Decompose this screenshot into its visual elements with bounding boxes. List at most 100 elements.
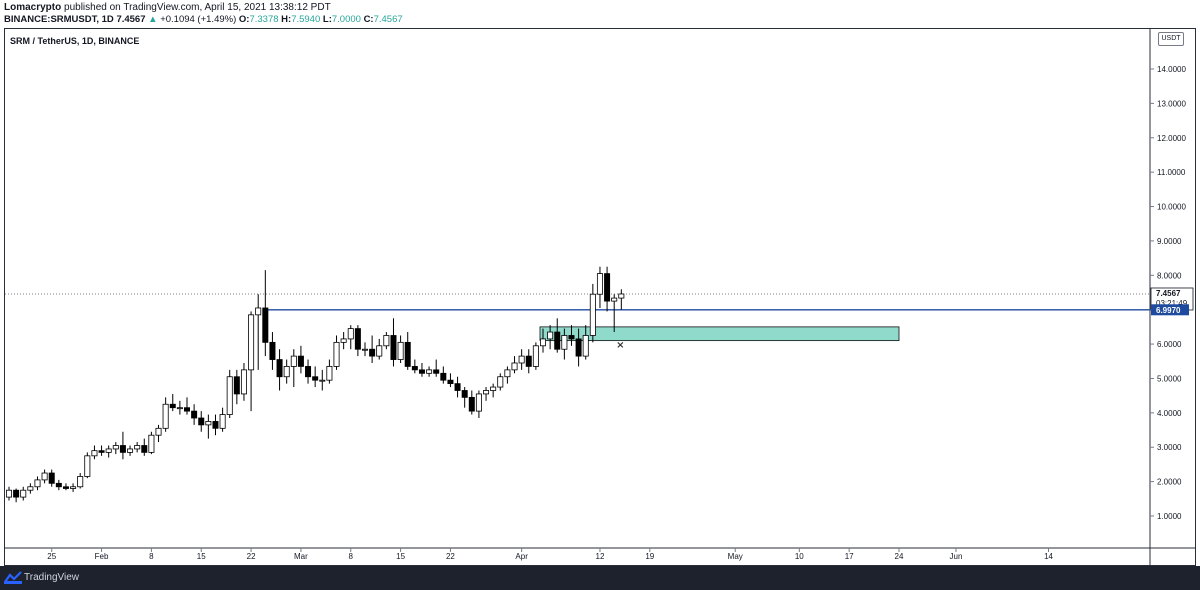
candle-body[interactable] (525, 355, 532, 367)
candle-body[interactable] (582, 335, 589, 357)
x-tick-label: 24 (895, 552, 904, 561)
candle-body[interactable] (561, 335, 568, 350)
candle-body[interactable] (361, 348, 368, 351)
candle-body[interactable] (418, 369, 425, 374)
candle-body[interactable] (468, 396, 475, 412)
tradingview-logo-icon[interactable] (4, 570, 22, 584)
candle-body[interactable] (198, 417, 205, 426)
candle-body[interactable] (255, 307, 262, 316)
candle-body[interactable] (62, 486, 69, 489)
candle-body[interactable] (34, 479, 41, 488)
demand-zone[interactable] (539, 326, 900, 342)
candle-body[interactable] (604, 273, 611, 302)
candle-body[interactable] (6, 489, 12, 498)
candle-body[interactable] (305, 366, 312, 378)
candle-body[interactable] (333, 341, 340, 367)
candle-body[interactable] (276, 359, 283, 378)
publisher-name[interactable]: Lomacrypto (4, 2, 62, 13)
candle-body[interactable] (141, 445, 148, 453)
candle-body[interactable] (134, 445, 141, 450)
candle-body[interactable] (233, 376, 240, 395)
candle-body[interactable] (411, 366, 418, 371)
currency-label[interactable]: USDT (1158, 32, 1184, 46)
candle-body[interactable] (226, 376, 233, 415)
candle-body[interactable] (376, 345, 383, 357)
candle-body[interactable] (98, 450, 105, 453)
x-tick-label: Feb (95, 552, 109, 561)
candle-body[interactable] (77, 476, 84, 488)
candle-body[interactable] (127, 448, 134, 453)
candle-body[interactable] (219, 414, 226, 429)
candle-body[interactable] (326, 366, 333, 381)
candle-body[interactable] (354, 328, 361, 350)
candle-body[interactable] (20, 489, 27, 498)
candle-body[interactable] (447, 379, 454, 385)
candle-body[interactable] (475, 393, 482, 412)
candle-body[interactable] (511, 362, 518, 371)
x-tick-label: 8 (149, 552, 154, 561)
candle-body[interactable] (13, 489, 20, 498)
candle-body[interactable] (383, 335, 390, 347)
candle-body[interactable] (547, 331, 554, 340)
candle-body[interactable] (312, 376, 319, 381)
candle-body[interactable] (162, 403, 169, 429)
candle-body[interactable] (532, 345, 539, 367)
candle-body[interactable] (518, 355, 525, 364)
candle-body[interactable] (155, 427, 162, 436)
candle-body[interactable] (618, 293, 625, 299)
candle-body[interactable] (390, 335, 397, 360)
candle-body[interactable] (48, 472, 55, 484)
candle-body[interactable] (426, 369, 433, 374)
candle-body[interactable] (91, 450, 98, 457)
candle-body[interactable] (483, 390, 490, 395)
candle-body[interactable] (575, 338, 582, 357)
candle-body[interactable] (454, 383, 461, 391)
candle-body[interactable] (554, 331, 561, 350)
candle-body[interactable] (112, 445, 119, 450)
footer-brand[interactable]: TradingView (24, 572, 80, 583)
candle-body[interactable] (176, 407, 183, 410)
candle-body[interactable] (340, 338, 347, 343)
x-tick-label: 22 (247, 552, 256, 561)
candle-body[interactable] (369, 348, 376, 357)
candle-body[interactable] (490, 386, 497, 391)
y-tick-label: 6.0000 (1157, 340, 1182, 349)
candle-body[interactable] (55, 482, 62, 488)
candle-body[interactable] (191, 410, 198, 419)
publish-line: Lomacrypto published on TradingView.com,… (4, 2, 331, 13)
candle-body[interactable] (596, 273, 603, 295)
candle-body[interactable] (319, 379, 326, 382)
candle-body[interactable] (84, 455, 91, 477)
candle-body[interactable] (205, 421, 212, 426)
candle-body[interactable] (70, 486, 77, 489)
candle-body[interactable] (212, 421, 219, 429)
candle-body[interactable] (397, 341, 404, 360)
candle-body[interactable] (540, 338, 547, 347)
candle-body[interactable] (290, 355, 297, 367)
candle-body[interactable] (41, 472, 48, 481)
candle-body[interactable] (240, 369, 247, 395)
candle-body[interactable] (433, 369, 440, 374)
y-tick-label: 10.0000 (1157, 203, 1186, 212)
candle-body[interactable] (497, 376, 504, 388)
candle-body[interactable] (297, 355, 304, 367)
candle-body[interactable] (404, 341, 411, 367)
candle-body[interactable] (504, 369, 511, 378)
candle-body[interactable] (440, 372, 447, 381)
candle-body[interactable] (347, 328, 354, 340)
candle-body[interactable] (568, 335, 575, 340)
candle-body[interactable] (27, 486, 34, 491)
candlestick-chart[interactable]: 1.0000 2.0000 3.0000 4.0000 5.0000 6.0000 7.00… (0, 0, 1200, 566)
candle-body[interactable] (262, 307, 269, 343)
candle-body[interactable] (589, 293, 596, 336)
candle-body[interactable] (283, 366, 290, 378)
candle-body[interactable] (148, 434, 155, 453)
candle-body[interactable] (611, 297, 618, 302)
candle-body[interactable] (169, 403, 176, 409)
candle-body[interactable] (119, 445, 126, 453)
candle-body[interactable] (248, 314, 255, 371)
candle-body[interactable] (269, 341, 276, 360)
candle-body[interactable] (105, 448, 112, 453)
candle-body[interactable] (461, 390, 468, 398)
candle-body[interactable] (183, 407, 190, 412)
